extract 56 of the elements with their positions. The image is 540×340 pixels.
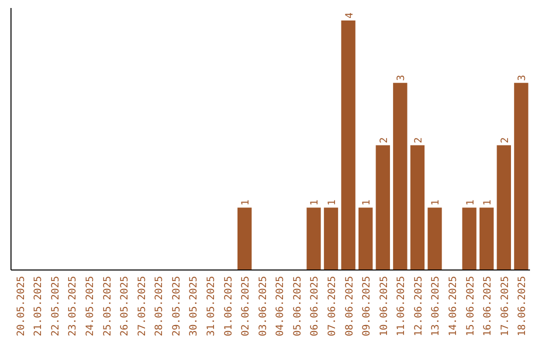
x-tick-label: 23.05.2025 [68,276,79,336]
data-label: 2 [413,137,424,144]
x-tick-label: 14.06.2025 [448,276,460,336]
data-label: 1 [327,200,338,206]
data-label: 1 [465,200,476,206]
x-tick-label: 27.05.2025 [136,276,148,336]
x-tick-label: 18.06.2025 [517,276,528,336]
x-tick-label: 31.05.2025 [206,276,217,336]
x-tick-label: 30.05.2025 [188,276,200,336]
bar [341,20,356,270]
x-tick-label: 21.05.2025 [33,276,44,336]
data-label: 1 [482,200,494,206]
x-tick-label: 26.05.2025 [120,276,131,336]
data-label: 2 [378,137,390,144]
data-label: 1 [362,200,373,206]
bar [376,145,390,270]
x-tick-label: 15.06.2025 [465,276,476,336]
bar [514,82,528,270]
x-tick-label: 20.05.2025 [16,276,27,336]
x-tick-label: 04.06.2025 [275,276,286,336]
data-label: 4 [344,12,356,18]
bar [496,145,511,270]
bar [410,145,425,270]
x-tick-label: 09.06.2025 [362,276,373,336]
bar [324,208,338,270]
x-tick-label: 28.05.2025 [154,276,166,336]
data-label: 3 [517,74,528,81]
data-label: 3 [396,74,408,81]
x-tick-label: 22.05.2025 [50,276,62,336]
bar [462,208,476,270]
x-tick-label: 08.06.2025 [344,276,356,336]
bar [428,208,442,270]
bar [306,208,321,270]
x-tick-label: 10.06.2025 [378,276,390,336]
data-label: 1 [310,200,321,206]
bar [358,208,373,270]
x-tick-label: 29.05.2025 [171,276,182,336]
data-label: 2 [500,137,511,144]
x-tick-label: 03.06.2025 [258,276,269,336]
data-label: 1 [430,200,442,206]
x-tick-label: 24.05.2025 [84,276,96,336]
bar [480,208,494,270]
x-tick-label: 05.06.2025 [292,276,304,336]
x-tick-label: 07.06.2025 [327,276,338,336]
x-tick-label: 02.06.2025 [240,276,252,336]
x-tick-label: 16.06.2025 [482,276,494,336]
x-tick-label: 12.06.2025 [413,276,424,336]
x-tick-label: 13.06.2025 [430,276,442,336]
bar [393,82,408,270]
x-tick-label: 06.06.2025 [310,276,321,336]
x-tick-label: 11.06.2025 [396,276,408,336]
bar [237,208,252,270]
data-label: 1 [240,200,252,206]
x-tick-label: 17.06.2025 [500,276,511,336]
x-tick-label: 01.06.2025 [223,276,234,336]
x-tick-label: 25.05.2025 [102,276,114,336]
